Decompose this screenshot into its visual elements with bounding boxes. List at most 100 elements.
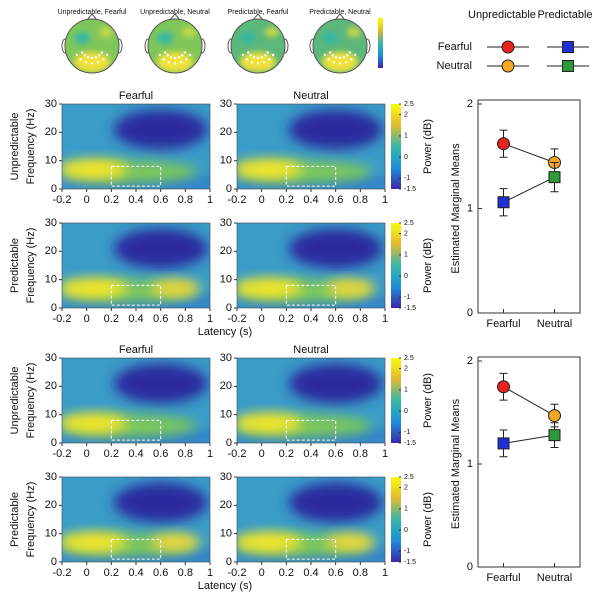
y-tick-label: 1 [467,202,473,214]
colorbar-tick-label: 1 [404,133,408,140]
point [548,171,561,184]
x-tick-label: 0.6 [328,567,343,579]
x-tick-label: 0.4 [303,194,318,206]
y-tick-label: 30 [220,352,232,364]
y-tick-label: 20 [45,126,57,138]
nose [252,13,264,21]
y-tick-label: 20 [220,245,232,257]
x-tick-label: 0.8 [178,313,193,325]
electrode [158,53,162,57]
heatmap [62,104,210,189]
y-tick-label: 10 [45,528,57,540]
colorbar-tick-label: -1.5 [404,559,416,566]
column-title: Neutral [293,90,328,102]
y-tick-label: 30 [220,98,232,110]
x-tick-label: Neutral [537,572,572,584]
point [497,137,510,151]
colorbar-tick-label: 2 [404,484,408,491]
colorbar-tick-label: 0 [404,527,408,534]
x-tick-label: 0.2 [104,313,119,325]
heatmap-blob [325,279,376,297]
x-tick-label: 0 [84,313,90,325]
x-tick-label: 0.4 [128,313,143,325]
y-tick-label: 10 [45,409,57,421]
colorbar [391,104,401,189]
electrode [75,53,79,57]
y-axis-label: Frequency (Hz) [25,363,37,439]
x-tick-label: 0.8 [353,313,368,325]
y-tick-label: 0 [226,183,232,195]
x-tick-label: 0.8 [178,194,193,206]
electrode [266,51,270,54]
y-tick-label: 30 [220,217,232,229]
x-tick-label: 0 [259,448,265,460]
x-tick-label: 1 [382,448,388,460]
y-tick-label: 20 [45,499,57,511]
heatmap-blob [113,228,208,269]
row-label: Predictable [9,492,21,547]
electrode [353,53,357,57]
electrode [96,61,100,64]
electrode [246,51,250,54]
x-tick-label: 1 [382,567,388,579]
heatmap [62,223,210,308]
topomap-label: Unpredictable, Neutral [140,9,210,16]
nose [334,13,346,21]
heatmap-blob [62,278,128,299]
x-tick-label: 0.2 [279,567,294,579]
electrode [80,51,84,54]
legend-marker [562,60,574,72]
heatmap-blob [113,482,208,523]
series-line [503,176,555,203]
x-tick-label: 0.2 [104,194,119,206]
x-tick-label: -0.2 [228,313,247,325]
electrode [348,51,352,54]
y-tick-label: 30 [45,471,57,483]
series-line [503,386,555,417]
y-tick-label: 0 [467,307,473,319]
x-tick-label: 0.6 [153,194,168,206]
electrode [245,58,248,61]
y-axis-label: Frequency (Hz) [25,482,37,558]
row-label: Unpredictable [9,367,21,435]
electrode [79,58,82,61]
electrode [166,54,169,57]
x-tick-label: -0.2 [53,313,72,325]
head-outline [312,18,368,74]
y-tick-label: 20 [220,126,232,138]
electrode [105,53,109,57]
topomap-blob [240,52,276,72]
nose [169,13,181,21]
heatmap-blob [288,482,383,523]
electrode [338,56,342,60]
electrode [100,51,104,54]
y-tick-label: 30 [45,98,57,110]
colorbar-tick-label: 0 [404,154,408,161]
electrode [169,56,173,59]
x-tick-label: 0.8 [353,567,368,579]
plot-frame [477,99,581,314]
x-tick-label: 0.4 [303,567,318,579]
electrode [323,53,327,57]
topomap-blob [157,32,173,44]
x-tick-label: 1 [207,567,213,579]
electrode [344,61,348,64]
electrode [256,56,260,60]
colorbar-tick-label: 1 [404,506,408,513]
x-tick-label: 0.2 [279,194,294,206]
electrode [327,58,330,61]
topomap-label: Predictable, Neutral [309,9,371,16]
topomap-blob [182,27,196,37]
electrode [252,56,256,59]
electrode [185,58,188,61]
y-tick-label: 0 [51,302,57,314]
heatmap [237,477,385,562]
y-tick-label: 30 [45,352,57,364]
head-outline [147,18,203,74]
colorbar-label: Power (dB) [422,238,434,293]
row-label: Predictable [9,238,21,293]
head-outline [64,18,120,74]
electrode [262,61,266,64]
colorbar-tick-label: -1 [404,294,410,301]
x-tick-label: Fearful [486,572,520,584]
